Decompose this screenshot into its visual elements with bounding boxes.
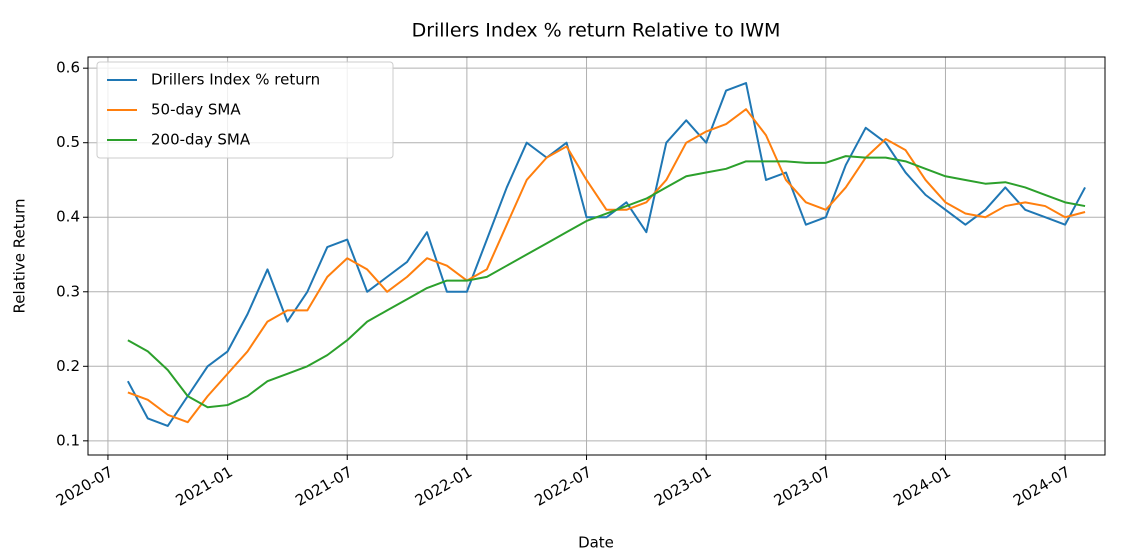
x-tick-label: 2022-07 [531, 463, 594, 510]
x-tick-label: 2020-07 [53, 463, 116, 510]
legend-label: Drillers Index % return [151, 71, 320, 89]
x-tick-label: 2023-07 [771, 463, 834, 510]
y-tick-label: 0.2 [56, 357, 80, 375]
x-tick-label: 2022-01 [412, 463, 475, 510]
series-line [127, 108, 1086, 424]
x-tick-label: 2024-01 [890, 463, 953, 510]
legend: Drillers Index % return 50-day SMA 200-day… [96, 61, 394, 159]
y-tick-label: 0.3 [56, 282, 80, 300]
y-tick-label: 0.1 [56, 431, 80, 449]
legend-box [96, 61, 394, 159]
series-line [127, 82, 1086, 427]
y-axis-label: Relative Return [11, 198, 29, 313]
chart-title: Drillers Index % return Relative to IWM [412, 20, 781, 42]
x-axis-label: Date [578, 534, 614, 552]
y-tick-label: 0.6 [56, 59, 80, 77]
series-line [127, 155, 1086, 409]
x-tick-label: 2021-01 [173, 463, 236, 510]
legend-label: 50-day SMA [151, 101, 241, 119]
x-tick-label: 2021-07 [292, 463, 355, 510]
y-tick-label: 0.4 [56, 208, 80, 226]
plot-frame [87, 56, 1106, 456]
y-tick-label: 0.5 [56, 133, 80, 151]
legend-label: 200-day SMA [151, 131, 251, 149]
x-tick-label: 2024-07 [1010, 463, 1073, 510]
x-tick-label: 2023-01 [651, 463, 714, 510]
